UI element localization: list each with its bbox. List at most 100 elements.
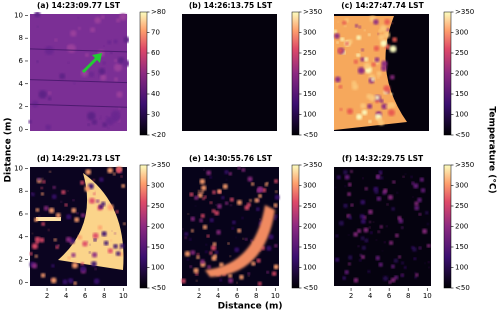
hot-spot (241, 168, 246, 172)
hot-spot (224, 169, 229, 175)
hot-spot (418, 212, 422, 216)
hot-spot (93, 278, 100, 285)
hot-spot (273, 217, 277, 221)
hot-spot (39, 237, 45, 243)
hot-spot (70, 30, 77, 37)
hot-spot (422, 228, 428, 234)
hot-spot (250, 239, 253, 242)
hot-spot (38, 215, 41, 218)
streak (29, 79, 128, 84)
hot-spot (205, 243, 208, 246)
hot-spot (380, 40, 388, 47)
hot-spot (333, 29, 337, 34)
hot-spot (347, 182, 352, 187)
hot-spot (88, 251, 91, 254)
hot-spot (87, 111, 96, 121)
colorbar-tick-label: >350 (455, 161, 474, 169)
hot-spot (47, 96, 52, 101)
hot-spot (386, 28, 390, 32)
hot-spot (98, 204, 104, 209)
hot-spot (414, 273, 419, 277)
colorbar-tick-label: >350 (303, 161, 322, 169)
hot-spot (248, 275, 250, 277)
hot-spot (334, 186, 337, 189)
hot-spot (401, 261, 404, 265)
hot-spot (99, 177, 104, 182)
x-tick-label: 8 (406, 292, 410, 300)
hot-spot (361, 48, 364, 52)
hot-spot (368, 209, 373, 215)
hot-spot (379, 172, 382, 175)
hot-spot (210, 245, 217, 251)
hot-spot (205, 250, 208, 254)
hot-spot (381, 103, 388, 110)
hot-spot (94, 267, 97, 270)
hot-spot (335, 234, 339, 238)
hot-spot (184, 236, 187, 239)
hot-spot (217, 189, 222, 194)
hot-spot (47, 229, 50, 231)
hot-spot (195, 205, 197, 207)
hot-spot (347, 255, 353, 260)
hot-spot (209, 251, 213, 255)
image-bg (30, 14, 127, 131)
hot-spot (40, 273, 46, 278)
thermal-image (332, 165, 433, 288)
hot-spot (123, 222, 126, 226)
colorbar (291, 164, 300, 289)
hot-spot (84, 185, 90, 192)
y-tick-label: 4 (19, 80, 24, 88)
hot-spot (342, 20, 347, 25)
colorbar-tick-label: 200 (455, 70, 468, 78)
hot-spot (199, 218, 204, 223)
hot-spot (402, 175, 405, 178)
hot-spot (229, 197, 234, 202)
colorbar-tick-label: 300 (151, 182, 164, 190)
colorbar-tick-label: 150 (455, 243, 468, 251)
hot-spot (374, 57, 380, 63)
hot-spot (237, 166, 241, 170)
hot-spot (86, 241, 89, 243)
streak (29, 103, 128, 108)
hot-spot (412, 196, 414, 198)
hot-spot (360, 199, 366, 205)
hot-spot (353, 232, 358, 237)
hot-spot (367, 270, 371, 273)
hot-spot (386, 225, 388, 228)
hot-spot (77, 16, 80, 19)
hot-spot (257, 281, 262, 286)
hot-spot (34, 236, 41, 243)
hot-spot (424, 262, 426, 265)
hot-spot (219, 278, 223, 282)
hot-spot (359, 50, 361, 53)
hot-spot (384, 18, 391, 25)
hot-spot (380, 176, 384, 180)
hot-spot (190, 250, 196, 256)
hot-spot (391, 206, 396, 211)
hot-spot (242, 238, 245, 240)
hot-spot (82, 240, 88, 247)
hot-spot (373, 19, 379, 25)
hot-spot (200, 190, 204, 194)
hot-spot (202, 197, 205, 201)
hot-spot (105, 116, 115, 126)
hot-spot (42, 180, 46, 184)
hot-spot (413, 183, 419, 189)
hot-spot (206, 234, 210, 238)
hot-spot (360, 236, 365, 241)
colorbar-tick-label: 200 (455, 223, 468, 231)
hot-spot (107, 248, 113, 254)
y-tick-label: 6 (19, 57, 24, 65)
x-tick-label: 4 (216, 292, 221, 300)
hot-spot (123, 36, 129, 43)
y-tick-label: 2 (19, 256, 23, 264)
hot-spot (387, 194, 394, 200)
hot-spot (85, 53, 89, 57)
colorbar-tick-label: 150 (455, 90, 468, 98)
hot-spot (363, 227, 369, 233)
colorbar-tick-label: 100 (455, 264, 468, 272)
thermal-image (28, 12, 129, 135)
hot-spot (342, 276, 347, 280)
hot-spot (51, 194, 57, 200)
